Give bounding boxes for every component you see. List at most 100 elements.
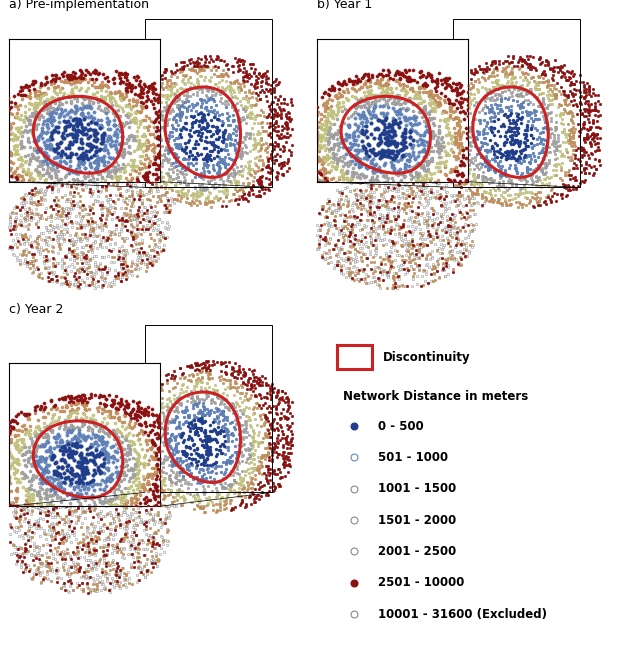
Point [294, 230, 304, 241]
Point [174, 160, 184, 170]
Point [455, 127, 465, 137]
Point [27, 532, 37, 542]
Point [381, 111, 391, 121]
Point [0, 201, 3, 211]
Point [143, 177, 153, 188]
Point [124, 130, 134, 141]
Point [234, 151, 244, 161]
Point [165, 469, 175, 480]
Point [475, 133, 485, 143]
Point [423, 220, 433, 230]
Point [327, 130, 337, 141]
Point [130, 513, 140, 523]
Point [70, 559, 80, 569]
Point [57, 256, 67, 266]
Point [116, 565, 126, 575]
Point [279, 94, 289, 104]
Point [15, 114, 25, 125]
Point [21, 188, 31, 198]
Point [126, 260, 136, 271]
Point [188, 218, 198, 228]
Point [345, 156, 355, 166]
Point [376, 209, 386, 219]
Point [468, 100, 479, 110]
Point [102, 156, 112, 167]
Point [80, 480, 90, 491]
Point [4, 103, 14, 114]
Point [136, 447, 146, 458]
Point [104, 206, 114, 216]
Point [4, 497, 14, 508]
Point [68, 506, 78, 517]
Point [53, 234, 63, 244]
Point [376, 136, 386, 146]
Point [44, 254, 54, 265]
Point [388, 237, 398, 247]
Point [55, 174, 65, 184]
Point [127, 176, 137, 186]
Point [342, 178, 352, 189]
Point [43, 529, 53, 539]
Point [166, 236, 176, 246]
Point [162, 76, 172, 86]
Point [131, 546, 141, 556]
Point [183, 193, 193, 203]
Point [21, 544, 31, 554]
Point [40, 456, 50, 467]
Point [441, 261, 451, 271]
Point [22, 496, 32, 506]
Point [484, 112, 494, 122]
Point [54, 480, 64, 491]
Point [377, 117, 387, 127]
Point [593, 96, 604, 106]
Point [114, 415, 124, 425]
Point [45, 101, 55, 111]
Point [22, 215, 32, 226]
Point [0, 518, 3, 528]
Point [12, 454, 22, 465]
Point [468, 169, 478, 179]
Point [158, 243, 168, 254]
Point [311, 188, 321, 199]
Point [156, 117, 166, 128]
Point [105, 471, 115, 481]
Point [425, 86, 435, 96]
Point [544, 108, 555, 118]
Point [417, 251, 427, 261]
Point [432, 232, 442, 242]
Point [160, 232, 170, 243]
Point [43, 510, 53, 520]
Point [335, 244, 345, 254]
Point [211, 100, 221, 110]
Point [471, 160, 481, 170]
Point [142, 569, 152, 580]
Point [15, 541, 25, 552]
Point [5, 508, 15, 518]
Point [366, 238, 376, 249]
Point [246, 63, 256, 73]
Point [431, 97, 441, 108]
Point [146, 418, 156, 428]
Point [114, 101, 124, 111]
Point [445, 169, 455, 180]
Point [315, 225, 325, 235]
Point [411, 166, 421, 177]
Point [163, 90, 173, 101]
Point [244, 230, 254, 240]
Point [13, 513, 23, 523]
Point [14, 184, 24, 195]
Point [336, 253, 346, 263]
Point [570, 175, 580, 186]
Point [378, 65, 388, 75]
Point [538, 167, 548, 178]
Point [465, 155, 475, 165]
Point [534, 84, 544, 94]
Point [421, 266, 431, 276]
Point [467, 129, 477, 140]
Point [282, 241, 292, 252]
Point [203, 57, 214, 67]
Point [98, 144, 108, 154]
Point [96, 85, 106, 95]
Point [239, 132, 249, 142]
Point [80, 163, 90, 173]
